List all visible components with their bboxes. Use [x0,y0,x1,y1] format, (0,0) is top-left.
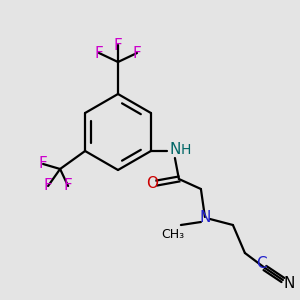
Text: O: O [146,176,158,190]
Text: N: N [283,277,295,292]
Text: F: F [64,178,73,194]
Text: N: N [169,142,181,158]
Text: N: N [199,209,211,224]
Text: F: F [114,38,122,52]
Text: F: F [94,46,103,61]
Text: F: F [39,157,47,172]
Text: F: F [133,46,141,61]
Text: C: C [256,256,267,271]
Text: H: H [181,143,191,157]
Text: F: F [44,178,52,194]
Text: CH₃: CH₃ [161,227,184,241]
